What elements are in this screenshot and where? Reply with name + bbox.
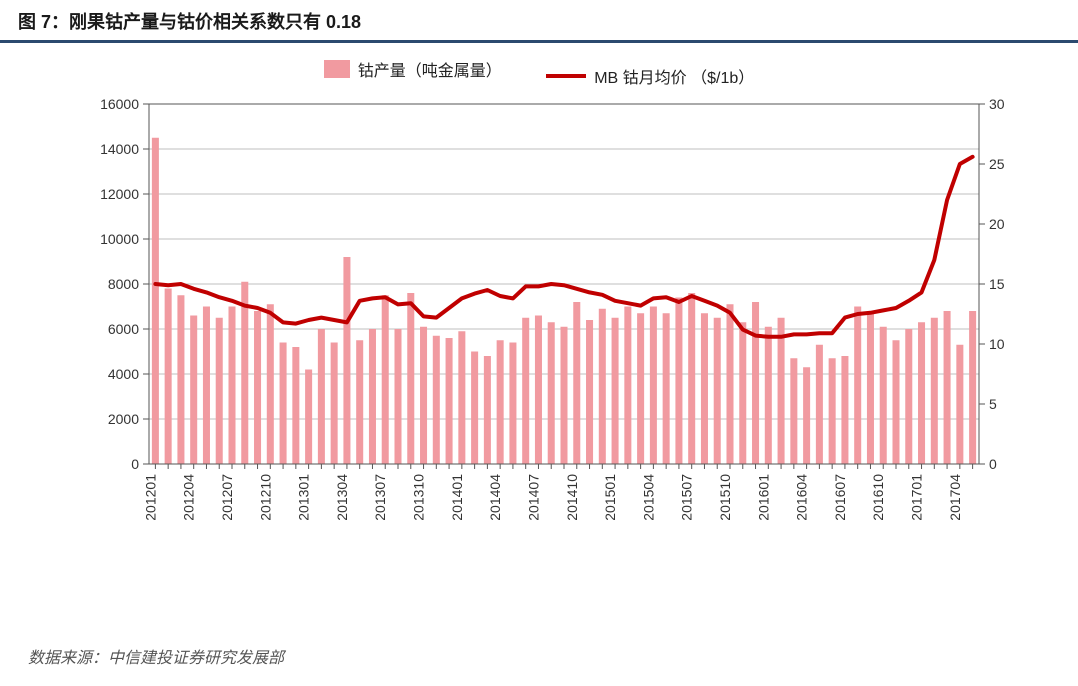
svg-text:25: 25 (989, 156, 1005, 172)
svg-text:15: 15 (989, 276, 1005, 292)
chart-title-bar: 图 7：刚果钴产量与钴价相关系数只有 0.18 (0, 0, 1078, 43)
svg-text:4000: 4000 (108, 366, 139, 382)
data-source: 数据来源：中信建投证券研究发展部 (28, 644, 284, 668)
legend-line-swatch (546, 74, 586, 78)
legend: 钴产量（吨金属量） MB 钴月均价 （$/1b） (0, 43, 1078, 94)
svg-text:201201: 201201 (142, 474, 158, 521)
legend-item-line: MB 钴月均价 （$/1b） (546, 64, 754, 88)
svg-text:6000: 6000 (108, 321, 139, 337)
svg-text:8000: 8000 (108, 276, 139, 292)
svg-text:10000: 10000 (100, 231, 139, 247)
chart-title: 图 7：刚果钴产量与钴价相关系数只有 0.18 (18, 12, 361, 32)
svg-text:0: 0 (989, 456, 997, 472)
legend-bar-swatch (324, 60, 350, 78)
svg-text:14000: 14000 (100, 141, 139, 157)
chart-svg: 0 2000 4000 6000 8000 10000 12000 14000 16000 0 5 1… (49, 94, 1029, 564)
svg-text:201301: 201301 (296, 474, 312, 521)
svg-text:201407: 201407 (525, 474, 541, 521)
svg-text:201701: 201701 (909, 474, 925, 521)
svg-text:201204: 201204 (181, 474, 197, 521)
svg-text:201601: 201601 (755, 474, 771, 521)
svg-text:201501: 201501 (602, 474, 618, 521)
svg-text:16000: 16000 (100, 96, 139, 112)
svg-text:5: 5 (989, 396, 997, 412)
svg-text:201401: 201401 (449, 474, 465, 521)
svg-text:201504: 201504 (640, 474, 656, 521)
svg-text:201604: 201604 (794, 474, 810, 521)
svg-text:10: 10 (989, 336, 1005, 352)
svg-text:201510: 201510 (717, 474, 733, 521)
svg-text:201404: 201404 (487, 474, 503, 521)
legend-item-bar: 钴产量（吨金属量） (324, 57, 502, 81)
svg-text:201207: 201207 (219, 474, 235, 521)
svg-text:0: 0 (131, 456, 139, 472)
svg-text:12000: 12000 (100, 186, 139, 202)
legend-bar-label: 钴产量（吨金属量） (358, 57, 502, 81)
svg-text:201704: 201704 (947, 474, 963, 521)
svg-text:20: 20 (989, 216, 1005, 232)
svg-text:201610: 201610 (870, 474, 886, 521)
svg-text:201507: 201507 (679, 474, 695, 521)
svg-text:30: 30 (989, 96, 1005, 112)
svg-text:201307: 201307 (372, 474, 388, 521)
chart-area: 0 2000 4000 6000 8000 10000 12000 14000 16000 0 5 1… (49, 94, 1029, 564)
svg-text:201210: 201210 (257, 474, 273, 521)
svg-text:201607: 201607 (832, 474, 848, 521)
svg-text:2000: 2000 (108, 411, 139, 427)
legend-line-label: MB 钴月均价 （$/1b） (594, 64, 754, 88)
svg-text:201310: 201310 (411, 474, 427, 521)
svg-text:201410: 201410 (564, 474, 580, 521)
svg-text:201304: 201304 (334, 474, 350, 521)
